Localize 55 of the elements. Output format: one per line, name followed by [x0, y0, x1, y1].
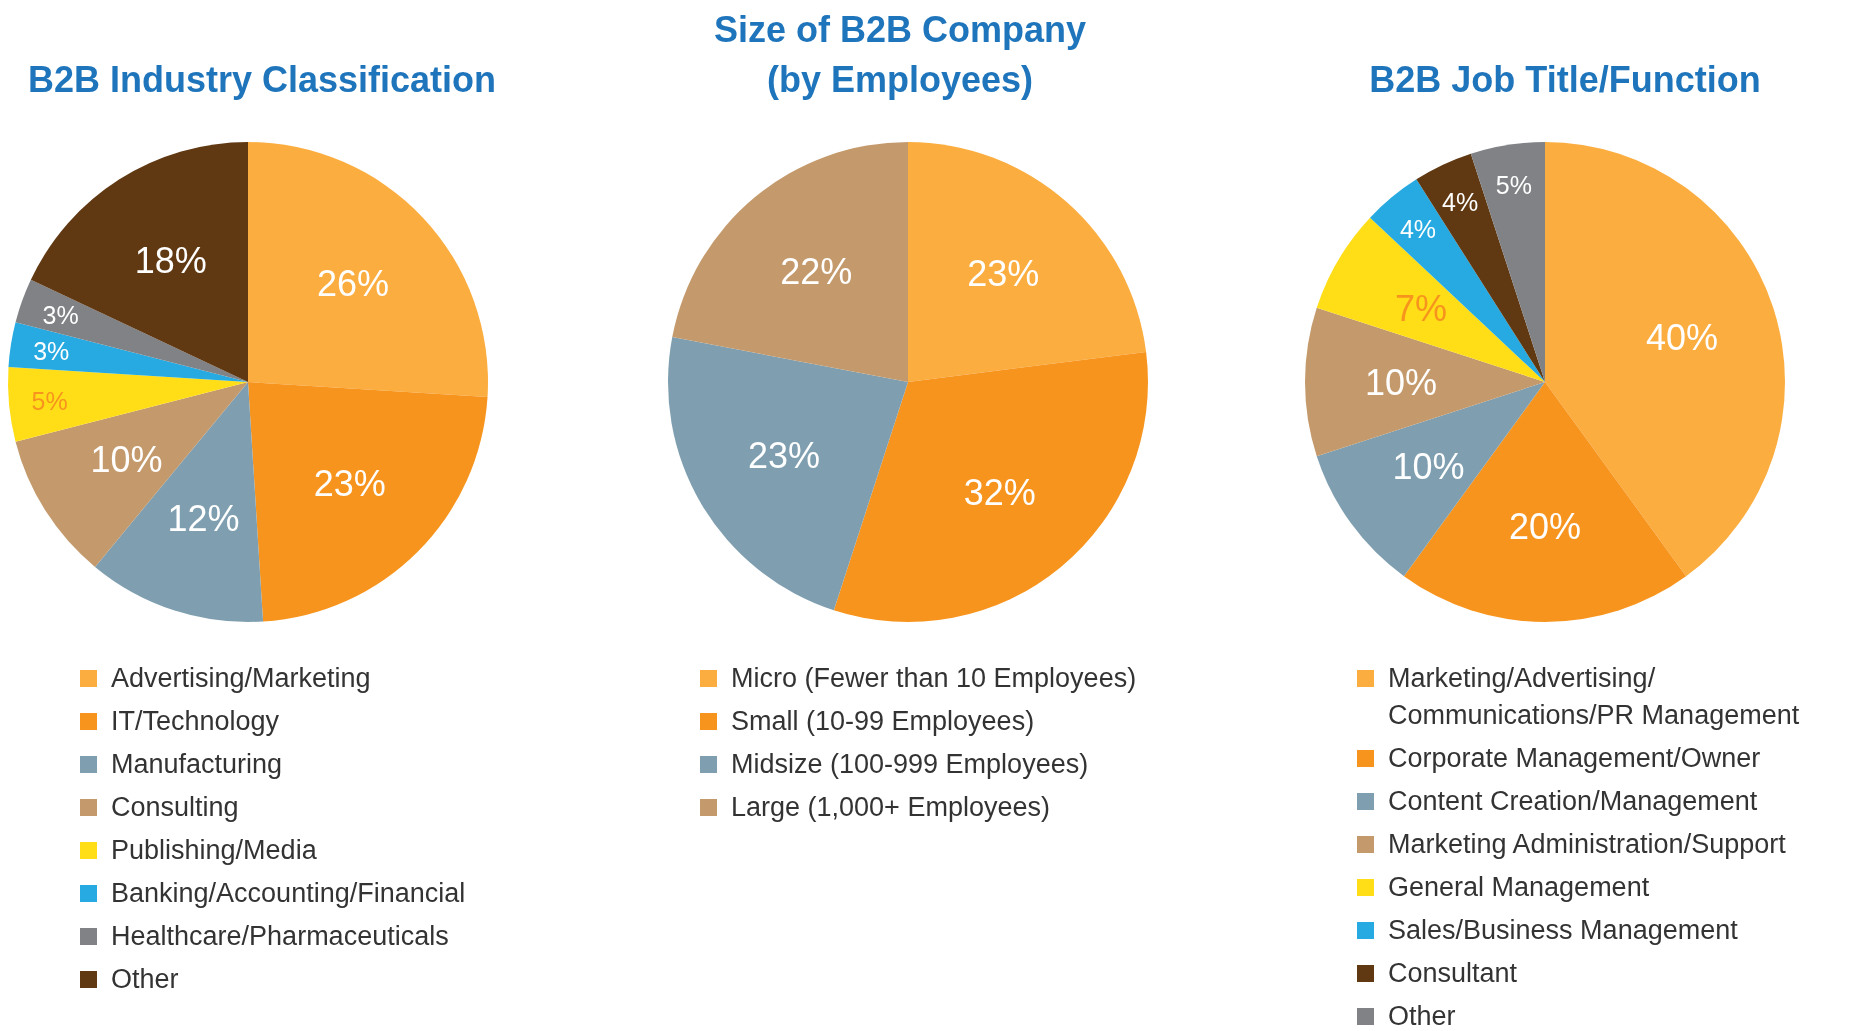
data-label: 7%	[1395, 288, 1448, 330]
data-label: 10%	[1392, 446, 1465, 488]
chart-title: B2B Industry Classification	[27, 58, 497, 102]
pie-slice	[8, 322, 248, 382]
pie-slice	[30, 142, 248, 382]
data-label: 40%	[1645, 317, 1718, 358]
pie-slice	[15, 382, 248, 567]
pie-slice	[15, 279, 248, 382]
pie-slice	[908, 142, 1147, 382]
legend-label: Midsize (100-999 Employees)	[731, 748, 1089, 781]
data-label: 3%	[42, 300, 79, 329]
pie-slice	[95, 382, 264, 622]
data-label: 4%	[1442, 187, 1479, 216]
data-label: 22%	[780, 250, 853, 292]
legend-label: Consultant	[1388, 957, 1518, 990]
legend-label: Publishing/Media	[111, 834, 317, 867]
pie-slice	[833, 351, 1148, 622]
data-label: 26%	[316, 262, 389, 304]
legend-label: Advertising/Marketing	[111, 662, 371, 695]
data-label: 10%	[1364, 361, 1438, 403]
legend-label: General Management	[1388, 871, 1650, 904]
legend-label: Other	[1388, 1000, 1456, 1031]
data-label: 4%	[1399, 214, 1437, 243]
data-label: 23%	[313, 463, 386, 505]
chart-title: Size of B2B Company (by Employees)	[712, 8, 1088, 102]
legend-label: Healthcare/Pharmaceuticals	[111, 920, 449, 953]
category-label: Marketing/Advertising/Communications/PR Management	[1388, 663, 1800, 730]
data-label: 12%	[167, 498, 240, 540]
data-label: 32%	[963, 472, 1036, 514]
pie-slice	[672, 142, 908, 382]
legend-label: Content Creation/Management	[1388, 785, 1758, 818]
pie-slice	[8, 366, 248, 442]
pie-slice	[248, 142, 488, 398]
legend-label: Banking/Accounting/Financial	[111, 877, 466, 910]
data-label: 20%	[1508, 505, 1582, 547]
legend-label: Marketing Administration/Support	[1388, 828, 1786, 861]
data-label: 5%	[31, 386, 68, 415]
legend-label: IT/Technology	[111, 705, 280, 738]
data-label: 23%	[748, 434, 821, 476]
legend-label: Corporate Management/Owner	[1388, 742, 1761, 775]
legend-label: Manufacturing	[111, 748, 283, 781]
legend-label: Other	[111, 963, 179, 996]
legend-label: Large (1,000+ Employees)	[731, 791, 1050, 824]
legend-label: Sales/Business Management	[1388, 914, 1738, 947]
pie-slice	[668, 337, 908, 611]
data-label: 18%	[134, 239, 207, 281]
data-label: 10%	[90, 438, 163, 480]
legend-label: Small (10-99 Employees)	[731, 705, 1035, 738]
data-label: 23%	[967, 253, 1040, 295]
data-label: 5%	[1495, 171, 1532, 200]
legend-label: Consulting	[111, 791, 239, 824]
pie-slice	[248, 382, 488, 622]
chart-title: B2B Job Title/Function	[1369, 58, 1761, 102]
data-label: 3%	[33, 336, 70, 365]
legend-label: Micro (Fewer than 10 Employees)	[731, 662, 1137, 695]
